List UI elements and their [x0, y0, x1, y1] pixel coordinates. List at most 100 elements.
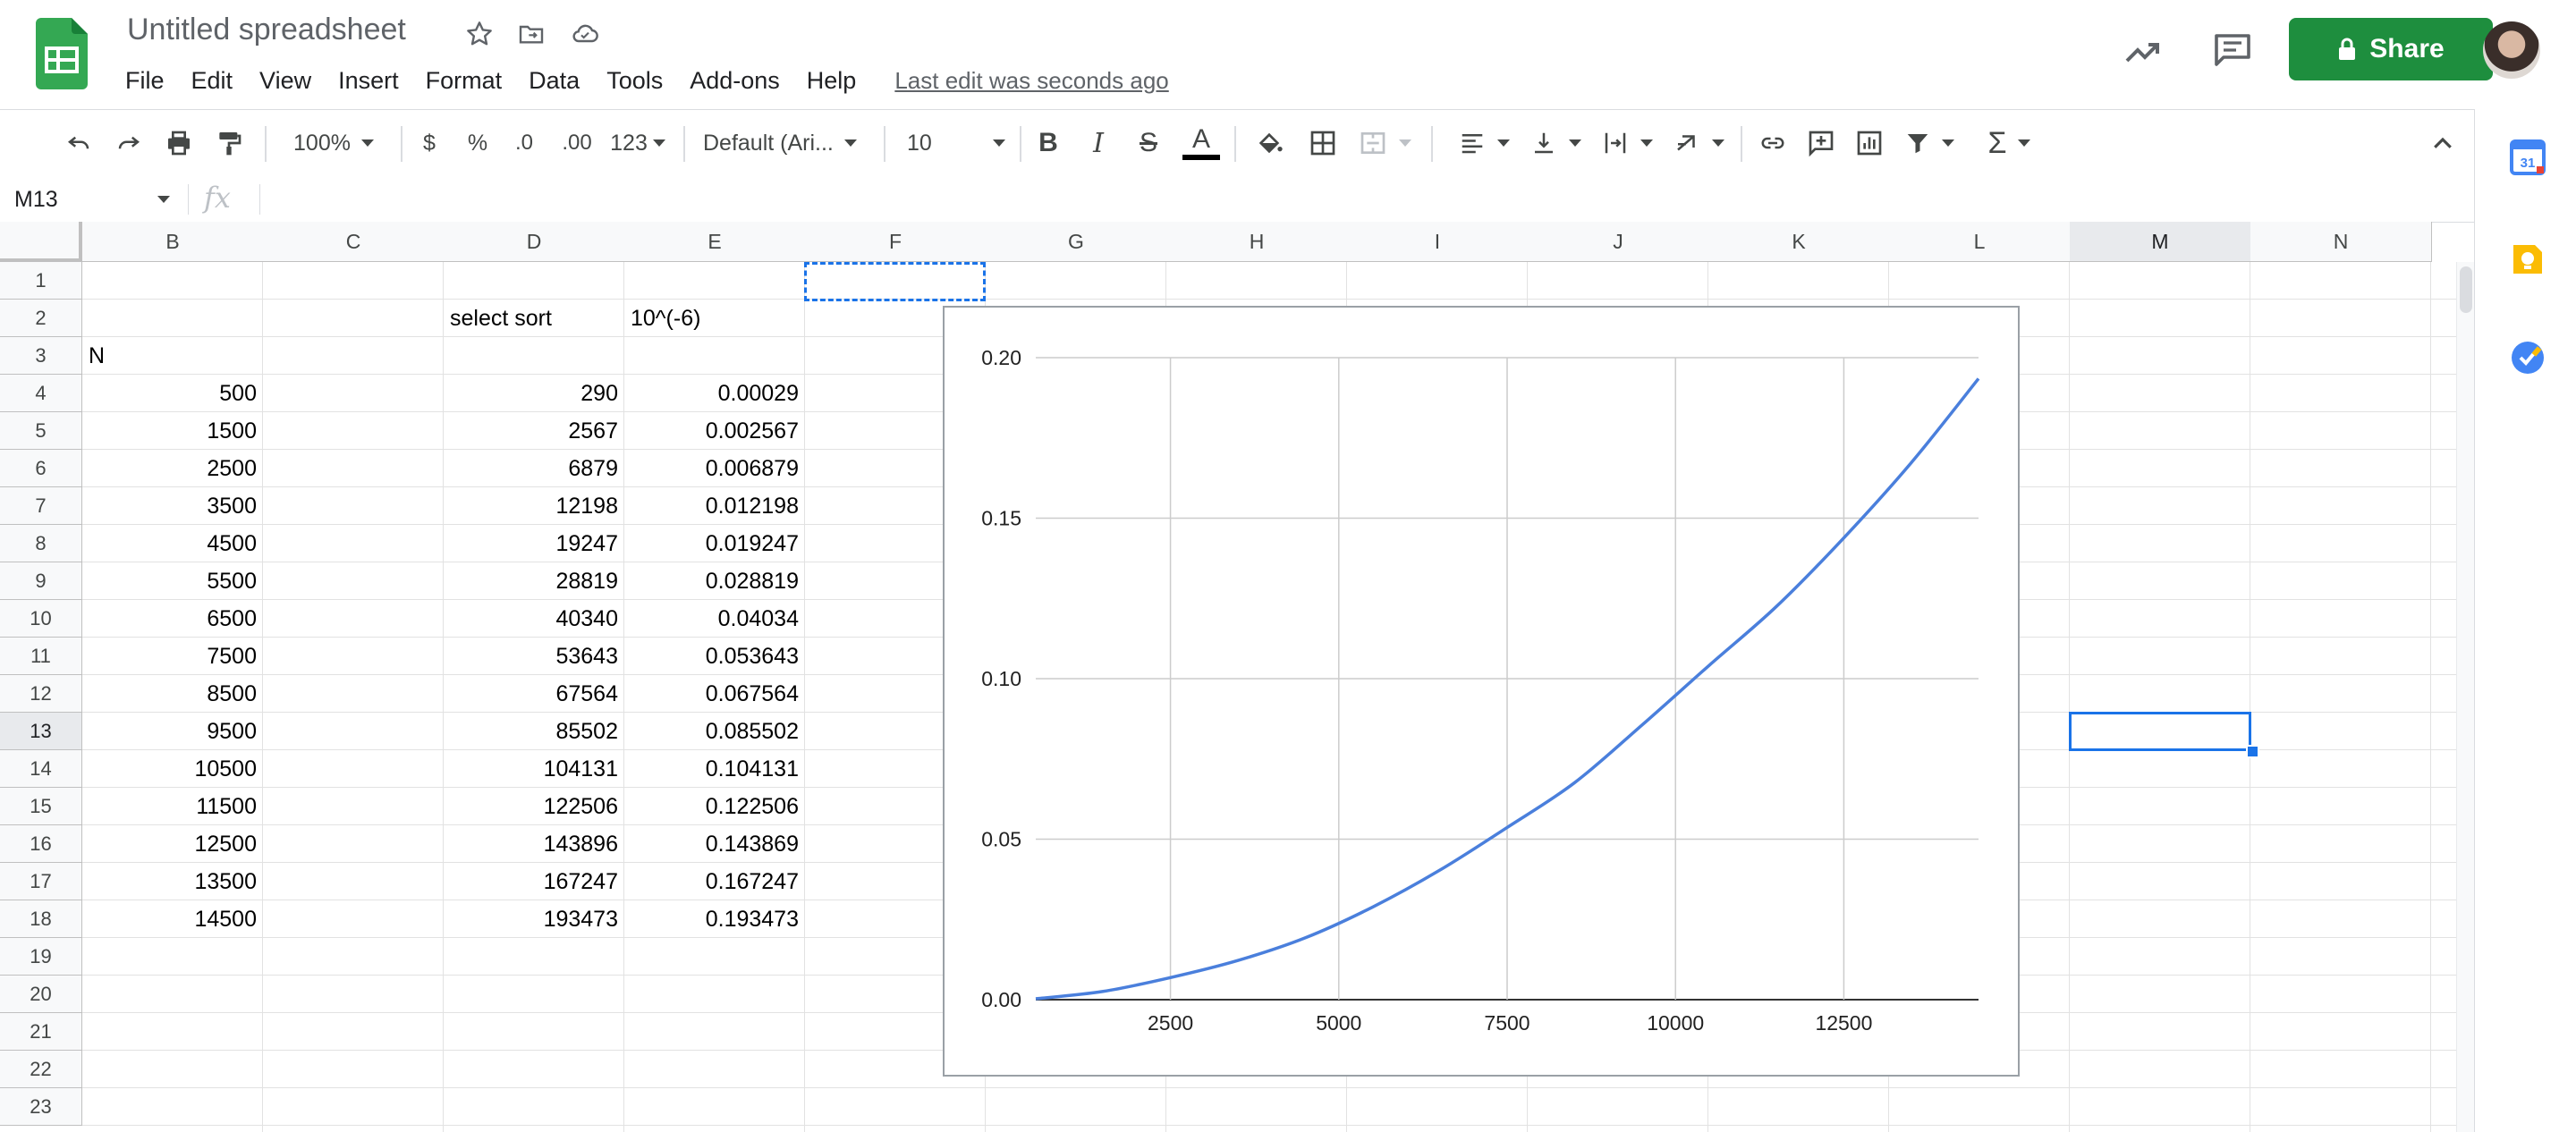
- increase-decimals-button[interactable]: .00: [562, 131, 592, 155]
- vertical-align-icon[interactable]: [1526, 122, 1585, 164]
- formula-input[interactable]: [268, 177, 2451, 222]
- column-header-f[interactable]: F: [805, 222, 987, 262]
- name-box[interactable]: M13: [14, 187, 58, 212]
- strikethrough-button[interactable]: S: [1139, 128, 1157, 157]
- menu-data[interactable]: Data: [529, 67, 580, 94]
- move-folder-icon[interactable]: [513, 16, 549, 52]
- insert-chart-icon[interactable]: [1848, 122, 1891, 164]
- column-header-j[interactable]: J: [1528, 222, 1709, 262]
- row-header-1[interactable]: 1: [0, 262, 82, 300]
- cell-e12[interactable]: 0.067564: [705, 681, 799, 706]
- cell-b7[interactable]: 3500: [207, 494, 257, 519]
- font-family-select[interactable]: Default (Ari...: [703, 122, 869, 164]
- cell-b5[interactable]: 1500: [207, 418, 257, 444]
- format-percent-button[interactable]: %: [467, 130, 488, 156]
- cell-e11[interactable]: 0.053643: [705, 644, 799, 669]
- row-header-23[interactable]: 23: [0, 1088, 82, 1126]
- column-header-d[interactable]: D: [444, 222, 625, 262]
- more-formats-button[interactable]: 123: [605, 122, 671, 164]
- paint-format-icon[interactable]: [209, 122, 249, 164]
- cell-d10[interactable]: 40340: [555, 606, 618, 631]
- bold-button[interactable]: B: [1038, 128, 1058, 157]
- cell-e18[interactable]: 0.193473: [705, 907, 799, 932]
- cell-e6[interactable]: 0.006879: [705, 456, 799, 481]
- row-header-6[interactable]: 6: [0, 450, 82, 487]
- row-header-21[interactable]: 21: [0, 1013, 82, 1051]
- row-header-16[interactable]: 16: [0, 825, 82, 863]
- row-header-8[interactable]: 8: [0, 525, 82, 562]
- decrease-decimals-button[interactable]: .0: [514, 131, 533, 155]
- row-header-20[interactable]: 20: [0, 976, 82, 1013]
- zoom-select[interactable]: 100%: [284, 122, 383, 164]
- text-rotation-icon[interactable]: [1669, 122, 1728, 164]
- cell-e14[interactable]: 0.104131: [705, 756, 799, 781]
- insert-comment-icon[interactable]: [1800, 122, 1843, 164]
- cell-d5[interactable]: 2567: [568, 418, 618, 444]
- keep-icon[interactable]: [2510, 241, 2546, 277]
- row-header-10[interactable]: 10: [0, 600, 82, 638]
- cell-b11[interactable]: 7500: [207, 644, 257, 669]
- cell-e2[interactable]: 10^(-6): [631, 306, 701, 331]
- cell-e4[interactable]: 0.00029: [717, 381, 799, 406]
- menu-add-ons[interactable]: Add-ons: [690, 67, 780, 94]
- document-title[interactable]: Untitled spreadsheet: [127, 13, 406, 46]
- cell-e10[interactable]: 0.04034: [717, 606, 799, 631]
- cell-d4[interactable]: 290: [580, 381, 618, 406]
- menu-tools[interactable]: Tools: [606, 67, 664, 94]
- row-header-9[interactable]: 9: [0, 562, 82, 600]
- cell-b18[interactable]: 14500: [194, 907, 257, 932]
- cell-d18[interactable]: 193473: [543, 907, 618, 932]
- cell-d8[interactable]: 19247: [555, 531, 618, 556]
- cell-d17[interactable]: 167247: [543, 869, 618, 894]
- filter-icon[interactable]: [1898, 122, 1961, 164]
- row-header-2[interactable]: 2: [0, 300, 82, 337]
- row-header-22[interactable]: 22: [0, 1051, 82, 1088]
- tasks-icon[interactable]: [2510, 340, 2546, 376]
- collapse-menus-icon[interactable]: [2429, 131, 2456, 157]
- column-header-g[interactable]: G: [986, 222, 1167, 262]
- column-header-i[interactable]: I: [1347, 222, 1529, 262]
- sheets-logo-icon[interactable]: [36, 18, 88, 89]
- star-icon[interactable]: [462, 16, 497, 52]
- borders-icon[interactable]: [1302, 122, 1343, 164]
- share-button[interactable]: Share: [2289, 18, 2493, 80]
- cell-b15[interactable]: 11500: [196, 794, 257, 819]
- undo-icon[interactable]: [59, 122, 98, 164]
- text-color-button[interactable]: A: [1181, 122, 1222, 164]
- spreadsheet-grid[interactable]: B C D E F G H I J K L M N 1 2 3 4 5 6 7 8 9 10 11 12 13 14 15 16 17 18…: [0, 222, 2474, 1132]
- font-size-select[interactable]: 10: [907, 122, 1005, 164]
- cell-d9[interactable]: 28819: [555, 569, 618, 594]
- cell-b4[interactable]: 500: [219, 381, 257, 406]
- column-header-c[interactable]: C: [263, 222, 445, 262]
- cell-b6[interactable]: 2500: [207, 456, 257, 481]
- format-currency-button[interactable]: $: [423, 130, 436, 156]
- column-header-e[interactable]: E: [624, 222, 806, 262]
- row-header-4[interactable]: 4: [0, 375, 82, 412]
- menu-view[interactable]: View: [259, 67, 312, 94]
- chevron-down-icon[interactable]: [157, 196, 170, 203]
- row-header-3[interactable]: 3: [0, 337, 82, 375]
- cell-d2[interactable]: select sort: [450, 306, 552, 331]
- cell-d7[interactable]: 12198: [555, 494, 618, 519]
- row-header-13[interactable]: 13: [0, 713, 82, 750]
- cloud-status-icon[interactable]: [567, 16, 603, 52]
- menu-help[interactable]: Help: [806, 67, 857, 94]
- print-icon[interactable]: [159, 122, 199, 164]
- cell-b14[interactable]: 10500: [194, 756, 257, 781]
- row-header-11[interactable]: 11: [0, 638, 82, 675]
- cell-e16[interactable]: 0.143869: [705, 832, 799, 857]
- column-header-m[interactable]: M: [2070, 222, 2251, 262]
- cell-b17[interactable]: 13500: [194, 869, 257, 894]
- cell-b3[interactable]: N: [89, 343, 106, 368]
- fill-handle[interactable]: [2246, 745, 2259, 758]
- row-header-18[interactable]: 18: [0, 900, 82, 938]
- activity-trend-icon[interactable]: [2122, 30, 2165, 73]
- text-wrapping-icon[interactable]: [1597, 122, 1657, 164]
- cell-d15[interactable]: 122506: [543, 794, 618, 819]
- row-header-7[interactable]: 7: [0, 487, 82, 525]
- cell-b9[interactable]: 5500: [207, 569, 257, 594]
- row-header-17[interactable]: 17: [0, 863, 82, 900]
- cell-e5[interactable]: 0.002567: [705, 418, 799, 444]
- menu-format[interactable]: Format: [425, 67, 503, 94]
- functions-button[interactable]: Σ: [1977, 122, 2041, 164]
